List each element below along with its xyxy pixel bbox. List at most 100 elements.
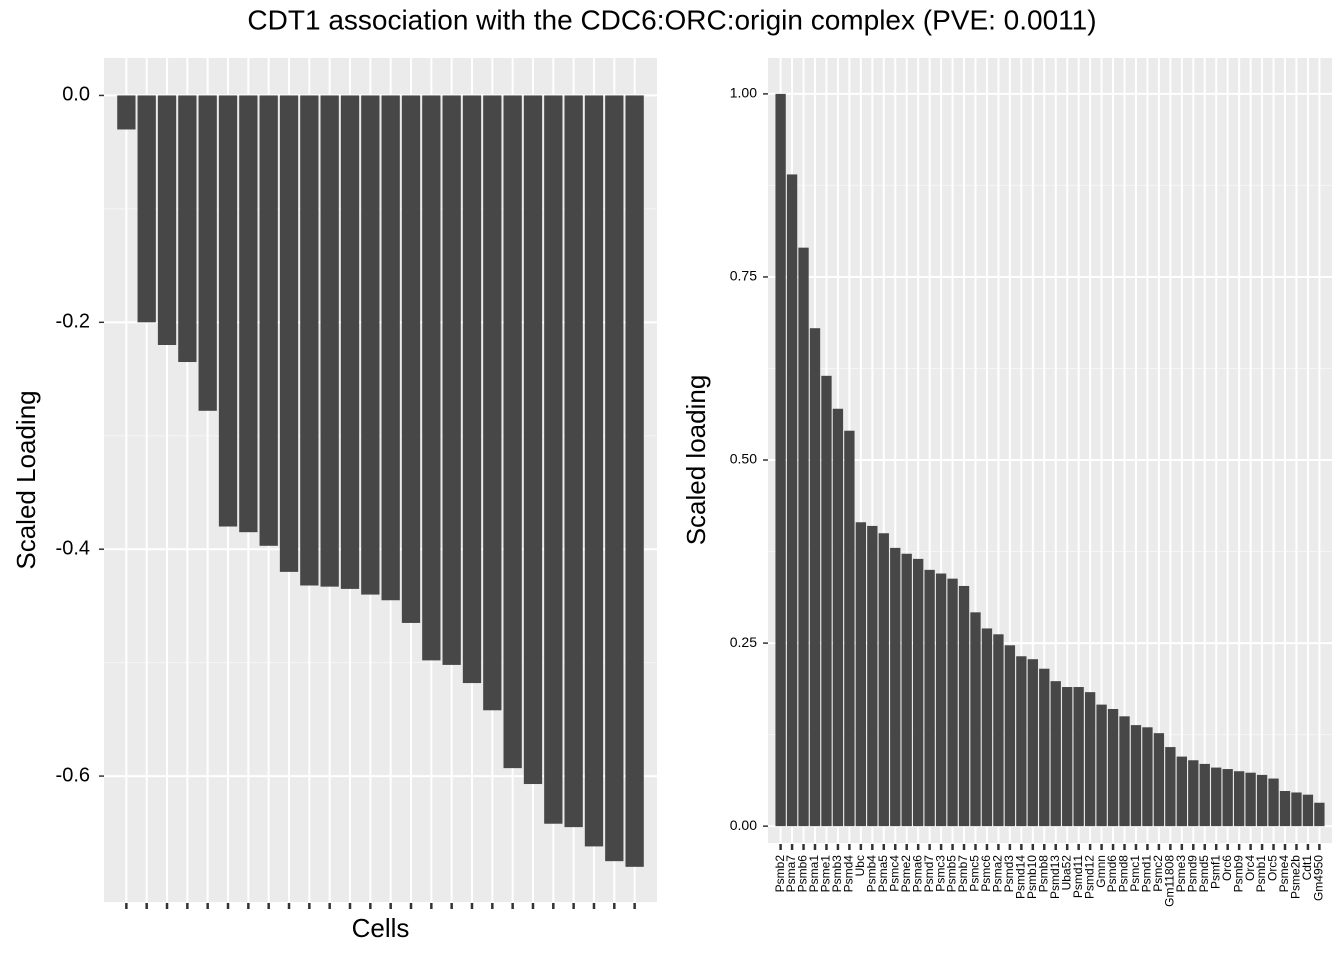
x-tick-label: Cdt1: [1300, 855, 1314, 881]
y-tick-label: 1.00: [730, 85, 757, 101]
bar: [1233, 771, 1245, 827]
bar: [198, 95, 217, 411]
x-tick-label: Psmb2: [773, 855, 787, 893]
bar: [1004, 645, 1016, 827]
bar: [913, 558, 924, 827]
bar: [1050, 681, 1061, 827]
bar: [340, 95, 360, 589]
x-tick-label: Psme4: [1277, 855, 1291, 893]
bar: [867, 525, 878, 827]
bar: [1016, 656, 1027, 827]
x-tick-label: Psmd9: [1185, 855, 1199, 893]
x-tick-label: Psmd11: [1071, 855, 1085, 898]
x-tick-label: Psmb8: [1036, 855, 1050, 893]
x-tick-label: Psmb5: [945, 855, 959, 893]
x-tick-label: Psma7: [784, 855, 798, 893]
x-tick-label: Psme2: [899, 855, 913, 893]
y-axis-label: Scaled loading: [681, 375, 711, 546]
bar: [832, 408, 844, 827]
bar: [1119, 716, 1130, 827]
bar: [1245, 772, 1256, 827]
bar: [1096, 704, 1107, 827]
x-tick-label: Psmb6: [796, 855, 810, 893]
bar: [1107, 708, 1119, 827]
y-tick-label: -0.6: [56, 764, 90, 786]
bar: [544, 95, 563, 824]
bar: [381, 95, 400, 601]
bar: [890, 547, 901, 827]
bar: [1130, 725, 1142, 827]
bar: [901, 553, 912, 827]
x-tick-label: Psmb10: [1025, 855, 1039, 899]
x-tick-label: Psmc3: [933, 855, 947, 892]
bar: [935, 573, 947, 827]
bar: [924, 569, 935, 827]
y-tick-label: 0.00: [730, 817, 757, 833]
bar: [1199, 763, 1210, 827]
bar: [775, 93, 786, 827]
bar: [958, 585, 970, 827]
x-tick-label: Psme3: [1174, 855, 1188, 893]
x-tick-label: Psma6: [910, 855, 924, 893]
bar: [462, 95, 482, 684]
x-tick-label: Psmc5: [968, 855, 982, 892]
x-tick-label: Ubc: [853, 855, 867, 876]
y-tick-label: 0.0: [62, 84, 90, 106]
y-tick-label: 0.75: [730, 268, 757, 284]
x-tick-label: Psma5: [876, 855, 890, 893]
x-tick-label: Psmd12: [1082, 855, 1096, 899]
x-tick-label: Psmf1: [1208, 855, 1222, 889]
bar: [821, 375, 832, 827]
bar: [259, 95, 278, 546]
x-tick-label: Psmb4: [864, 855, 878, 893]
x-tick-label: Psmc6: [979, 855, 993, 892]
bar: [1165, 747, 1176, 827]
bar: [1142, 727, 1153, 827]
x-tick-label: Orc4: [1243, 855, 1257, 881]
x-tick-label: Psmd6: [1105, 855, 1119, 893]
bar: [798, 247, 809, 827]
bar: [178, 95, 197, 363]
bar: [625, 95, 644, 867]
bar: [1153, 733, 1165, 827]
bar: [1268, 778, 1279, 827]
x-tick-label: Gm11808: [1163, 855, 1177, 907]
x-tick-label: Psmd8: [1117, 855, 1131, 893]
x-tick-label: Psmd14: [1014, 855, 1028, 899]
y-tick-label: -0.4: [56, 537, 90, 559]
x-tick-label: Psmb1: [1254, 855, 1268, 893]
bar: [523, 95, 543, 785]
x-tick-label: Psmc1: [1128, 855, 1142, 892]
bar: [1073, 687, 1084, 827]
x-tick-label: Orc5: [1266, 855, 1280, 881]
bar: [218, 95, 238, 527]
x-tick-label: Psma1: [807, 855, 821, 893]
x-tick-label: Psmd1: [1140, 855, 1154, 893]
bar: [401, 95, 421, 623]
bar: [1314, 802, 1325, 827]
bar: [1256, 774, 1268, 827]
x-tick-label: Psmd5: [1197, 855, 1211, 893]
bar: [1302, 794, 1314, 827]
bar: [564, 95, 583, 828]
bar: [970, 612, 981, 827]
y-tick-label: -0.2: [56, 311, 90, 333]
bar: [279, 95, 299, 572]
x-axis-label: Cells: [352, 913, 410, 943]
bar: [300, 95, 319, 586]
bar: [947, 578, 958, 827]
x-tick-label: Psmd7: [922, 855, 936, 893]
bar: [855, 522, 867, 827]
x-tick-label: Uba52: [1059, 855, 1073, 891]
bar: [117, 95, 136, 130]
x-tick-label: Psmd13: [1048, 855, 1062, 899]
bar: [137, 95, 156, 323]
x-tick-label: Psmd3: [1002, 855, 1016, 893]
x-tick-label: Psma2: [991, 855, 1005, 893]
bar: [844, 430, 855, 827]
x-tick-label: Psmb3: [830, 855, 844, 893]
bar: [1188, 760, 1199, 827]
bar: [503, 95, 522, 769]
x-tick-label: Psmd4: [842, 855, 856, 893]
